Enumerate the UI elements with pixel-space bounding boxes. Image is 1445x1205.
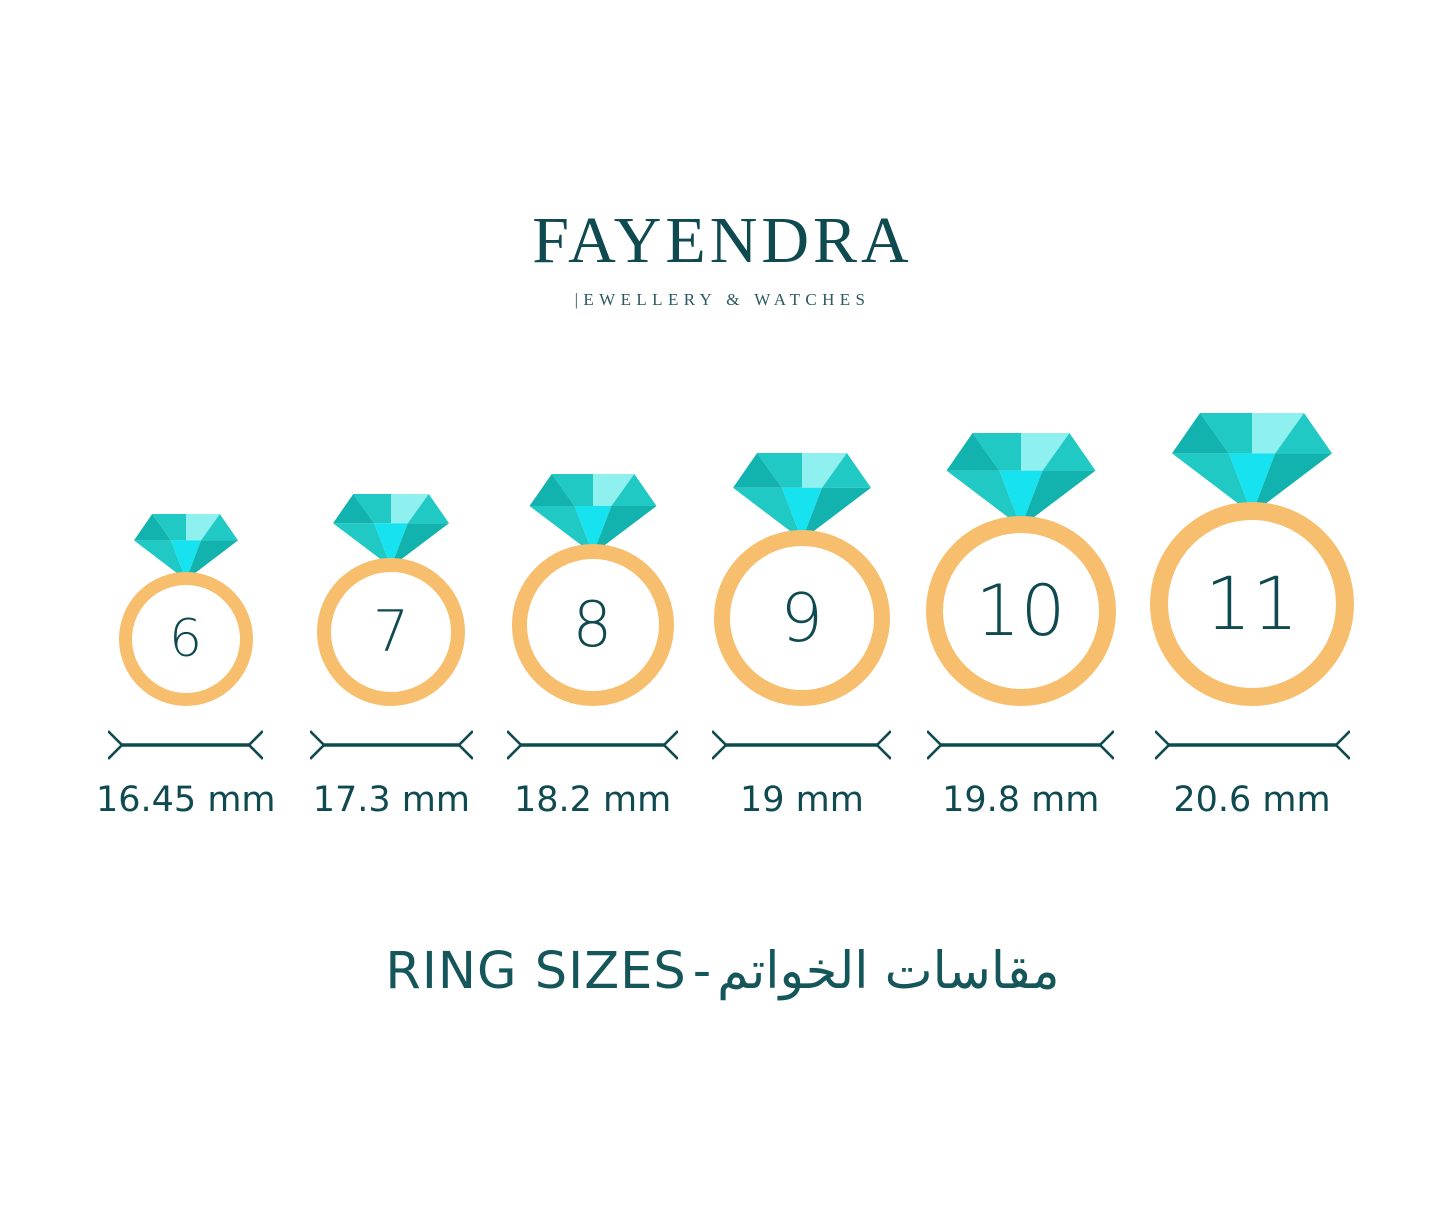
diamond-gem-svg [133,514,238,580]
dimension-line [108,728,264,762]
ring-figure: 11 [1150,413,1354,706]
ring-measurement-label: 16.45 mm [96,780,276,820]
dimension-line-svg [712,730,892,760]
diamond-gem-icon [133,514,238,580]
page-title: RING SIZES - مقاسات الخواتم [0,940,1445,1004]
diamond-gem-icon [732,453,871,540]
dimension-line-svg [1154,730,1350,760]
ring-figure: 6 [118,514,253,706]
ring-measurement-label: 20.6 mm [1173,780,1331,820]
ring-band: 9 [713,530,890,706]
ring-measurement-label: 19.8 mm [942,780,1100,820]
diamond-gem-svg [333,494,450,567]
diamond-gem-icon [946,433,1096,527]
dimension-line-svg [309,730,473,760]
dimension-line-svg [927,730,1115,760]
ring-size-number: 9 [780,578,824,657]
ring-band: 10 [925,516,1116,706]
ring-size-number: 7 [372,598,410,665]
diamond-gem-svg [732,453,871,540]
brand-logo: FAYENDRA |EWELLERY & WATCHES [0,206,1445,310]
diamond-gem-icon [333,494,450,567]
dimension-line [507,728,679,762]
ring-size-item[interactable]: 11 20.6 mm [1150,413,1354,820]
dimension-line-svg [507,730,679,760]
ring-size-number: 10 [975,570,1066,652]
ring-figure: 8 [511,474,674,706]
diamond-gem-icon [529,474,657,554]
ring-size-number: 11 [1205,561,1299,647]
dimension-line [1154,728,1350,762]
ring-size-number: 8 [572,588,613,661]
ring-figure: 9 [713,453,890,706]
diamond-gem-svg [946,433,1096,527]
ring-band: 8 [511,544,674,706]
ring-size-item[interactable]: 9 19 mm [712,453,892,820]
ring-size-item[interactable]: 7 17.3 mm [309,494,473,820]
ring-band: 7 [317,558,466,706]
ring-measurement-label: 18.2 mm [513,780,672,820]
dimension-line [712,728,892,762]
ring-band: 11 [1150,502,1354,706]
ring-size-item[interactable]: 8 18.2 mm [507,474,679,820]
page-title-separator: - [692,942,712,1001]
dimension-line [309,728,473,762]
diamond-gem-svg [1172,413,1332,514]
ring-measurement-label: 17.3 mm [312,780,470,820]
ring-size-item[interactable]: 6 16.45 mm [96,514,276,820]
brand-name: FAYENDRA [532,204,913,277]
ring-measurement-label: 19 mm [739,780,864,820]
diamond-gem-icon [1172,413,1332,514]
brand-tagline: |EWELLERY & WATCHES [574,290,871,309]
diamond-gem-svg [529,474,657,554]
ring-size-list: 6 16.45 mm [96,413,1354,820]
ring-size-number: 6 [168,609,203,669]
page-title-arabic: مقاسات الخواتم [717,942,1060,1001]
dimension-line [927,728,1115,762]
ring-figure: 7 [317,494,466,706]
ring-figure: 10 [925,433,1116,706]
ring-size-item[interactable]: 10 19.8 mm [925,433,1116,820]
page-title-english: RING SIZES [385,942,687,1001]
ring-band: 6 [118,572,253,706]
dimension-line-svg [108,730,264,760]
